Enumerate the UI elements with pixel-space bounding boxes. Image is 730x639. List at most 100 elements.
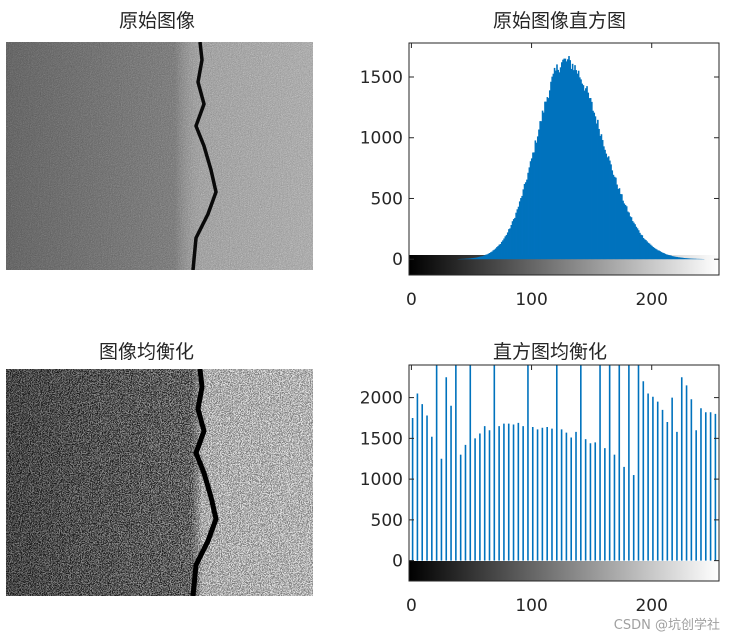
hist-bar xyxy=(464,258,467,260)
hist-bar xyxy=(475,257,478,260)
hist-bar xyxy=(663,253,665,260)
hist-bar xyxy=(622,200,624,260)
hist-bar xyxy=(618,188,621,260)
equalized-image-title: 图像均衡化 xyxy=(99,341,195,363)
hist-bar xyxy=(557,69,559,260)
hist-bar xyxy=(522,189,525,260)
hist-bar xyxy=(550,81,552,260)
hist-bar xyxy=(518,201,521,260)
hist-bar xyxy=(636,228,639,260)
hist-bar xyxy=(538,129,540,260)
hist-bar xyxy=(623,203,626,260)
hist-bar xyxy=(515,212,517,260)
hist-bar xyxy=(640,234,642,260)
hist-bar xyxy=(647,242,650,260)
x-tick-label-1-0: 0 xyxy=(406,596,417,616)
hist-bar xyxy=(577,70,580,260)
hist-bar xyxy=(616,184,618,260)
hist-bar xyxy=(494,248,497,260)
hist-bar xyxy=(607,156,610,260)
hist-bar xyxy=(669,255,671,260)
hist-bar xyxy=(534,140,537,260)
hist-bar xyxy=(643,239,646,260)
x-tick-label-0-100: 100 xyxy=(515,290,547,310)
y-tick-label-1-1500: 1500 xyxy=(360,429,403,449)
hist-bar xyxy=(570,68,573,260)
hist-bar xyxy=(642,237,645,260)
hist-bar xyxy=(630,217,633,260)
hist-bar xyxy=(691,258,694,260)
hist-bar xyxy=(588,98,591,260)
hist-bar xyxy=(539,121,541,260)
hist-bar xyxy=(547,98,550,260)
y-tick-label-0-500: 500 xyxy=(371,189,403,209)
hist-bar xyxy=(581,83,584,260)
equalized-histogram-title: 直方图均衡化 xyxy=(493,341,608,363)
hist-bar xyxy=(682,257,684,260)
hist-bar xyxy=(667,255,670,260)
x-tick-label-0-200: 200 xyxy=(635,290,667,310)
hist-bar xyxy=(601,140,604,260)
x-tick-label-1-200: 200 xyxy=(635,596,667,616)
hist-bar xyxy=(609,160,611,260)
hist-bar xyxy=(629,216,632,260)
hist-bar xyxy=(496,247,498,260)
hist-bar xyxy=(569,60,572,260)
hist-bar xyxy=(600,134,603,260)
hist-bar xyxy=(587,92,590,260)
hist-bar xyxy=(675,256,677,260)
hist-bar xyxy=(685,258,688,260)
hist-bar xyxy=(491,251,493,260)
hist-bar xyxy=(595,123,598,260)
hist-bar xyxy=(470,258,473,260)
hist-bar xyxy=(687,258,689,260)
colorbar-1 xyxy=(409,561,719,581)
hist-bar xyxy=(500,241,503,260)
hist-bar xyxy=(576,73,579,260)
hist-bar xyxy=(661,252,664,260)
y-tick-label-1-2000: 2000 xyxy=(360,389,403,409)
hist-bar xyxy=(467,258,469,260)
hist-bar xyxy=(476,257,479,260)
hist-bar xyxy=(580,79,582,260)
hist-bar xyxy=(505,234,508,260)
hist-bar xyxy=(635,226,638,260)
hist-bar xyxy=(664,253,666,260)
hist-bar xyxy=(604,149,606,260)
hist-bar xyxy=(672,256,675,260)
hist-bar xyxy=(639,232,641,260)
hist-bar xyxy=(478,257,480,260)
hist-bar xyxy=(648,243,651,260)
hist-bar xyxy=(649,244,652,260)
hist-bar xyxy=(472,258,474,260)
hist-bar xyxy=(599,135,602,260)
hist-bar xyxy=(655,249,658,260)
original-image xyxy=(6,42,313,270)
hist-bar xyxy=(627,211,629,260)
hist-bar xyxy=(589,98,592,260)
hist-bar xyxy=(512,219,515,260)
hist-bar xyxy=(466,258,468,260)
hist-bar xyxy=(544,101,546,260)
hist-bar xyxy=(552,73,555,260)
hist-bar xyxy=(484,255,486,260)
hist-bar xyxy=(637,230,640,260)
hist-bar xyxy=(548,90,551,260)
hist-bar xyxy=(690,258,693,260)
hist-bar xyxy=(509,228,511,260)
hist-bar xyxy=(653,247,656,260)
hist-bar xyxy=(658,250,660,260)
hist-bar xyxy=(652,246,654,260)
hist-bar xyxy=(628,212,630,260)
hist-bar xyxy=(678,257,681,260)
hist-bar xyxy=(546,97,549,260)
hist-bar xyxy=(556,64,558,260)
hist-bar xyxy=(670,255,672,260)
hist-bar xyxy=(684,258,687,260)
hist-bar xyxy=(634,224,636,260)
hist-bar xyxy=(540,121,543,260)
hist-bar xyxy=(559,67,562,260)
hist-bar xyxy=(521,195,523,260)
hist-bar xyxy=(574,65,576,260)
hist-bar xyxy=(681,257,683,260)
